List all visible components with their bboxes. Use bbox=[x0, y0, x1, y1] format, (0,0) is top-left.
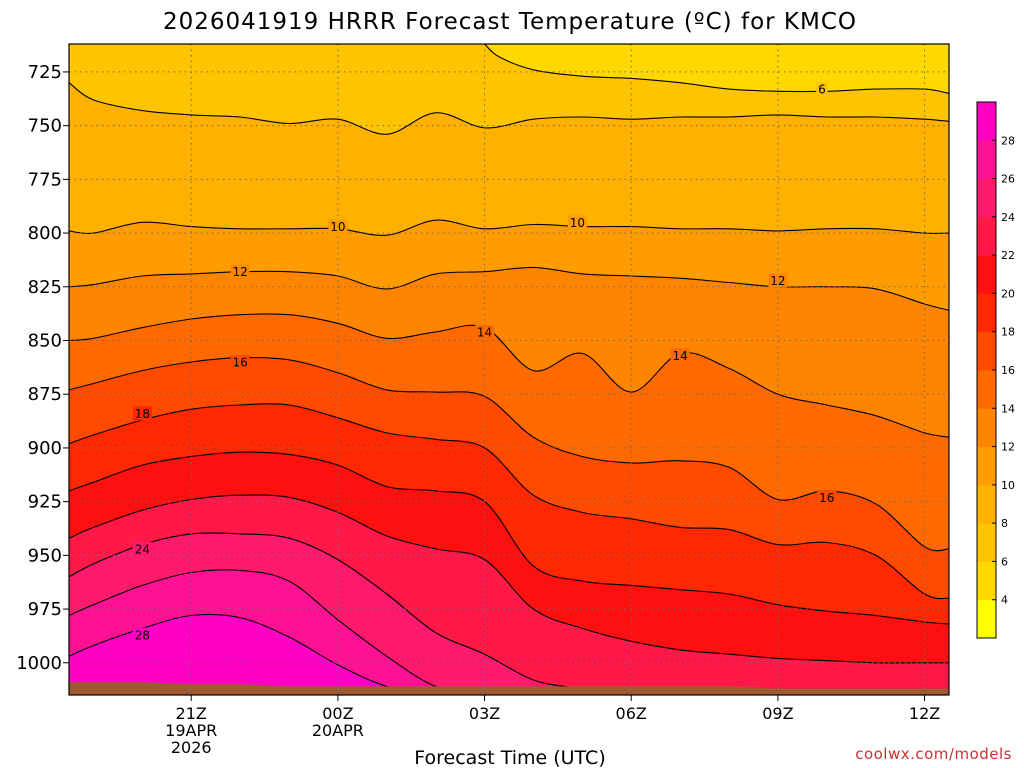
contour-label: 6 bbox=[818, 83, 826, 97]
colorbar-swatch bbox=[977, 523, 996, 562]
x-tick-label: 09Z bbox=[762, 704, 793, 723]
colorbar-swatch bbox=[977, 178, 996, 218]
plot-frame bbox=[68, 43, 950, 696]
x-tick-label: 03Z bbox=[469, 704, 500, 723]
colorbar-swatch bbox=[977, 102, 996, 141]
colorbar-tick-label: 26 bbox=[1001, 173, 1015, 186]
isotherm-line-8 bbox=[69, 82, 949, 135]
isotherm-line-14 bbox=[69, 313, 949, 438]
colorbar-swatch bbox=[977, 408, 996, 448]
y-tick-label: 750 bbox=[28, 116, 62, 137]
colorbar-tick-label: 20 bbox=[1001, 287, 1015, 300]
y-tick-label: 950 bbox=[28, 545, 62, 566]
x-tick-label: 12Z bbox=[909, 704, 940, 723]
x-tick-label: 06Z bbox=[616, 704, 647, 723]
colorbar-swatch bbox=[977, 331, 996, 371]
y-tick-label: 800 bbox=[28, 223, 62, 244]
credit-text: coolwx.com/models bbox=[855, 745, 1012, 763]
contour-label-bg bbox=[817, 490, 837, 505]
contour-label-bg bbox=[132, 627, 152, 642]
contour-label: 10 bbox=[570, 216, 585, 230]
x-axis-label: Forecast Time (UTC) bbox=[414, 747, 605, 768]
colorbar: 4 6 8 10 12 14 16 18 20 22 24 26 28 bbox=[976, 101, 1015, 639]
y-tick-label: 875 bbox=[28, 384, 62, 405]
y-tick-label: 725 bbox=[28, 62, 62, 83]
temperature-bands bbox=[69, 82, 949, 695]
isotherm-line-28 bbox=[69, 613, 949, 695]
contour-label: 14 bbox=[672, 349, 687, 363]
isotherm-line-18 bbox=[69, 403, 949, 600]
contour-label: 14 bbox=[477, 325, 492, 339]
contour-label-bg bbox=[816, 82, 828, 97]
contour-label: 16 bbox=[819, 491, 834, 505]
contour-label: 28 bbox=[135, 628, 150, 642]
y-tick-label: 900 bbox=[28, 438, 62, 459]
contour-label: 16 bbox=[232, 355, 247, 369]
band-above-28 bbox=[69, 614, 949, 695]
contour-label-bg bbox=[230, 264, 250, 279]
contour-label: 18 bbox=[135, 407, 150, 421]
colorbar-tick-label: 4 bbox=[1001, 594, 1008, 607]
isotherm-line-26 bbox=[69, 569, 949, 695]
colorbar-swatch bbox=[977, 293, 996, 333]
contour-label-bg bbox=[768, 273, 788, 288]
warm-pocket-band bbox=[484, 44, 949, 94]
colorbar-swatch bbox=[977, 216, 996, 256]
colorbar-swatch bbox=[977, 599, 996, 639]
colorbar-swatch bbox=[977, 370, 996, 409]
colorbar-tick-label: 6 bbox=[1001, 555, 1008, 568]
isotherm-line-24 bbox=[69, 532, 949, 695]
colorbar-swatch bbox=[977, 561, 996, 601]
colorbar-tick-label: 28 bbox=[1001, 134, 1015, 147]
y-tick-label: 825 bbox=[28, 277, 62, 298]
isotherm-line-20 bbox=[69, 451, 949, 625]
isotherm-line-10 bbox=[69, 219, 949, 236]
x-tick-label: 2026 bbox=[171, 738, 212, 757]
x-tick-label: 20APR bbox=[312, 721, 364, 740]
contour-label: 10 bbox=[330, 220, 345, 234]
chart-title: 2026041919 HRRR Forecast Temperature (ºC… bbox=[163, 9, 857, 35]
colorbar-tick-label: 14 bbox=[1001, 402, 1015, 415]
colorbar-swatch bbox=[977, 255, 996, 294]
colorbar-swatch bbox=[977, 446, 996, 486]
contour-label-bg bbox=[670, 348, 690, 363]
isotherm-line-22 bbox=[69, 494, 949, 664]
plot-area: 6 10 10 12 12 14 14 16 16 18 24 28 bbox=[69, 44, 949, 695]
contour-label-bg bbox=[132, 406, 152, 421]
contour-label-bg bbox=[328, 219, 348, 234]
colorbar-swatch bbox=[977, 140, 996, 180]
y-tick-label: 925 bbox=[28, 492, 62, 513]
isotherm-line-6 bbox=[484, 44, 949, 94]
colorbar-tick-label: 18 bbox=[1001, 326, 1015, 339]
contour-label-bg bbox=[475, 324, 495, 339]
contour-label: 24 bbox=[135, 542, 150, 556]
x-tick-label: 21Z bbox=[176, 704, 207, 723]
contour-label: 12 bbox=[232, 265, 247, 279]
colorbar-tick-label: 24 bbox=[1001, 211, 1015, 224]
y-tick-label: 1000 bbox=[16, 653, 62, 674]
y-tick-label: 850 bbox=[28, 330, 62, 351]
grid bbox=[69, 44, 949, 695]
contour-label-bg bbox=[567, 215, 587, 230]
ground-surface bbox=[69, 682, 949, 695]
contour-labels: 6 10 10 12 12 14 14 16 16 18 24 28 bbox=[132, 82, 837, 642]
y-tick-label: 975 bbox=[28, 599, 62, 620]
colorbar-swatch bbox=[977, 484, 996, 524]
x-tick-label: 00Z bbox=[322, 704, 353, 723]
contour-label-bg bbox=[230, 354, 250, 369]
x-tick-label: 19APR bbox=[165, 721, 217, 740]
colorbar-tick-label: 12 bbox=[1001, 441, 1015, 454]
isotherm-lines bbox=[69, 82, 949, 695]
y-axis: 725 750 775 800 825 850 875 900 925 950 975 1000 bbox=[16, 62, 69, 674]
colorbar-tick-label: 22 bbox=[1001, 249, 1015, 262]
colorbar-tick-label: 10 bbox=[1001, 479, 1015, 492]
contour-label: 12 bbox=[770, 274, 785, 288]
colorbar-tick-label: 16 bbox=[1001, 364, 1015, 377]
contour-label-bg bbox=[132, 541, 152, 556]
y-tick-label: 775 bbox=[28, 169, 62, 190]
colorbar-tick-label: 8 bbox=[1001, 517, 1008, 530]
